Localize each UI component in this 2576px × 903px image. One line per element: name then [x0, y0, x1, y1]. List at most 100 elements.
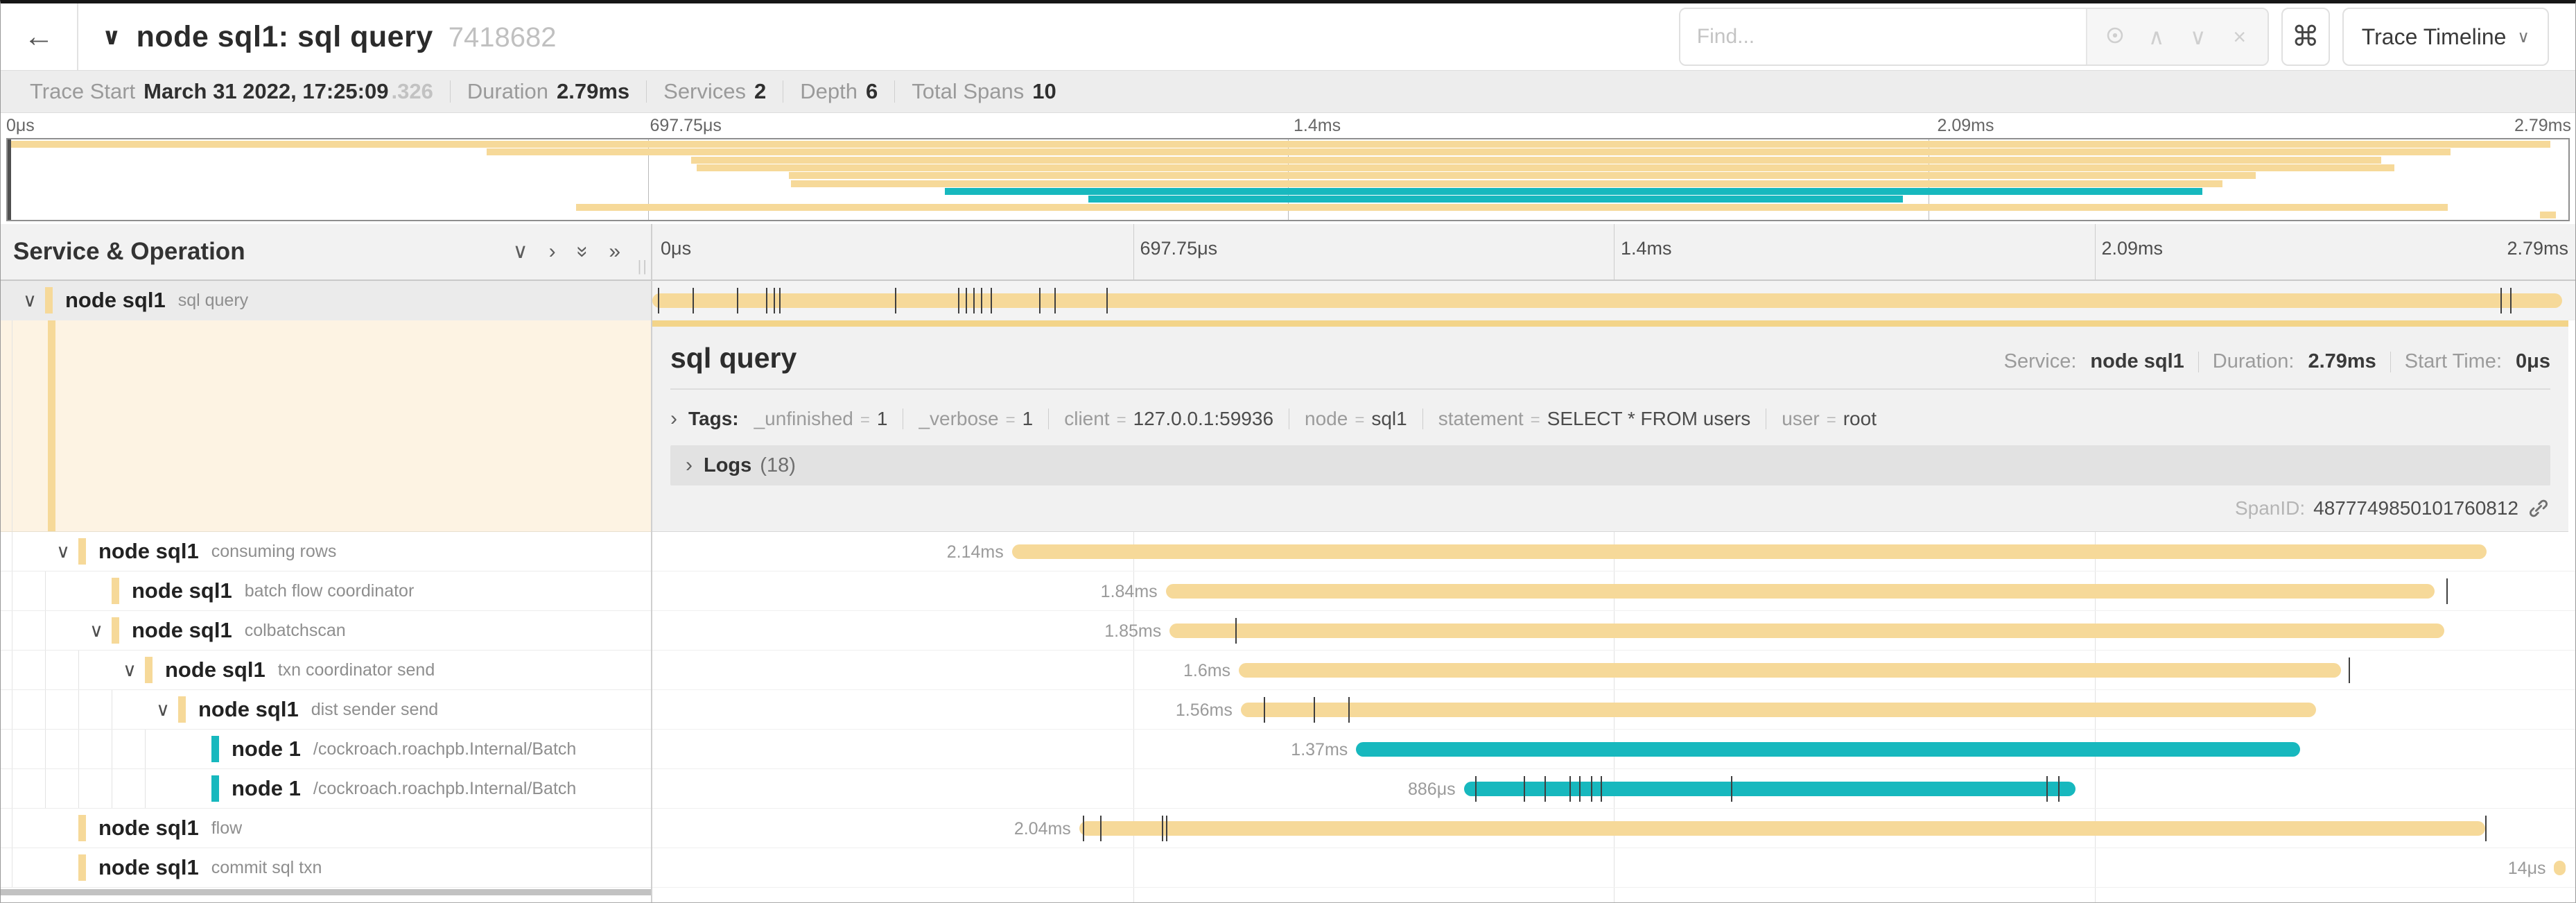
trace-title-wrap[interactable]: ∨ node sql1: sql query 7418682	[78, 20, 1679, 54]
find-input[interactable]	[1680, 9, 2086, 64]
tags-expand-icon[interactable]: ›	[670, 407, 677, 430]
spanid-row: SpanID: 4877749850101760812	[670, 497, 2550, 520]
tag-value: 1	[876, 408, 888, 429]
timeline-span-row[interactable]: 1.56ms	[652, 690, 2575, 730]
log-marker-tick	[1600, 776, 1602, 802]
log-marker-tick	[2057, 776, 2060, 802]
ruler-label: 1.4ms	[1621, 238, 1672, 259]
tree-row[interactable]: ∨ node sql1 sql query	[1, 281, 651, 320]
collapse-one-icon[interactable]: ∨	[512, 240, 528, 263]
timeline-span-row[interactable]: 886μs	[652, 769, 2575, 809]
tag-equals: =	[1355, 411, 1365, 429]
timeline-span-row[interactable]: 2.04ms	[652, 809, 2575, 848]
tag-item: _verbose = 1	[903, 408, 1048, 430]
collapse-all-icon[interactable]: »	[571, 246, 594, 258]
timeline-span-row[interactable]: 1.37ms	[652, 730, 2575, 769]
back-arrow-icon: ←	[24, 19, 54, 53]
find-clear-icon[interactable]: ×	[2233, 24, 2247, 49]
span-bar[interactable]	[1079, 821, 2485, 836]
indent-guide	[78, 730, 79, 768]
span-bar[interactable]	[1356, 742, 2301, 757]
log-marker-tick	[1314, 697, 1316, 723]
indent-guide	[145, 730, 146, 768]
log-marker-tick	[1038, 288, 1041, 313]
divider	[449, 80, 451, 103]
span-bar[interactable]	[1165, 584, 2435, 599]
log-marker-tick	[779, 288, 781, 313]
copy-link-icon[interactable]	[2527, 497, 2550, 520]
tags-row[interactable]: › Tags: _unfinished = 1 _verbose = 1 client = 12…	[670, 402, 2550, 436]
logs-label: Logs	[704, 454, 752, 476]
back-button[interactable]: ←	[1, 3, 78, 70]
log-marker-tick	[1348, 697, 1350, 723]
operation-name: flow	[211, 818, 243, 838]
span-bar[interactable]	[1169, 624, 2445, 638]
trace-minimap: 0μs 697.75μs 1.4ms 2.09ms 2.79ms	[1, 113, 2575, 224]
tree-row[interactable]: ∨ node sql1 dist sender send	[1, 690, 651, 730]
span-bar[interactable]	[1011, 544, 2487, 559]
divider	[670, 388, 2550, 390]
log-marker-tick	[894, 288, 896, 313]
horizontal-scrollbar[interactable]	[1, 889, 651, 895]
expander-chevron-icon[interactable]: ∨	[23, 289, 37, 311]
span-bar[interactable]	[1463, 782, 2075, 796]
view-selector-button[interactable]: Trace Timeline ∨	[2342, 8, 2549, 66]
span-color-bar	[45, 287, 53, 313]
expander-chevron-icon[interactable]: ∨	[89, 619, 103, 641]
divider	[1422, 409, 1423, 429]
timeline-span-row[interactable]: 1.6ms	[652, 651, 2575, 690]
span-bar[interactable]	[652, 293, 2562, 308]
tree-row[interactable]: node sql1 batch flow coordinator	[1, 571, 651, 611]
find-scope-icon[interactable]	[2097, 25, 2133, 49]
tree-row[interactable]: node 1/cockroach.roachpb.Internal/Batch	[1, 769, 651, 809]
tree-row[interactable]: ∨ node sql1 consuming rows	[1, 532, 651, 571]
trace-info-bar: Trace Start March 31 2022, 17:25:09.326 …	[1, 70, 2575, 113]
trace-start: Trace Start March 31 2022, 17:25:09.326	[30, 79, 433, 103]
keyboard-shortcuts-button[interactable]: ⌘	[2281, 8, 2330, 66]
minimap-span-bar	[791, 180, 2223, 187]
indent-guide	[45, 571, 46, 610]
indent-guide	[45, 651, 46, 689]
timeline-span-row[interactable]: 1.84ms	[652, 571, 2575, 611]
find-prev-icon[interactable]: ∧	[2148, 24, 2165, 49]
find-next-icon[interactable]: ∨	[2190, 24, 2207, 49]
minimap-span-row	[8, 141, 2568, 148]
expand-all-icon[interactable]: »	[609, 240, 620, 263]
tree-row[interactable]: node 1/cockroach.roachpb.Internal/Batch	[1, 730, 651, 769]
logs-row[interactable]: › Logs (18)	[670, 445, 2550, 485]
expander-chevron-icon[interactable]: ∨	[156, 698, 170, 720]
tree-row[interactable]: ∨ node sql1 colbatchscan	[1, 611, 651, 651]
tags-label: Tags:	[688, 408, 739, 429]
timeline-span-row[interactable]: 2.14ms	[652, 532, 2575, 571]
span-color-bar	[211, 775, 219, 802]
column-resize-handle[interactable]: ||	[637, 257, 648, 275]
tree-row[interactable]: node sql1 commit sql txn	[1, 848, 651, 888]
timeline-span-row[interactable]	[652, 281, 2575, 320]
tree-row[interactable]: node sql1 flow	[1, 809, 651, 848]
minimap-viewport[interactable]	[6, 138, 2570, 221]
span-bar[interactable]	[2554, 861, 2566, 875]
tree-row[interactable]: ∨ node sql1 txn coordinator send	[1, 651, 651, 690]
logs-expand-icon[interactable]: ›	[686, 454, 693, 476]
viewport-drag-handle[interactable]	[8, 139, 11, 220]
span-bar[interactable]	[1239, 663, 2341, 678]
timeline-span-row[interactable]: 14μs	[652, 848, 2575, 888]
collapse-header-icon[interactable]: ∨	[102, 24, 121, 50]
service-operation-header: Service & Operation ∨ › » » ||	[1, 224, 651, 281]
expander-chevron-icon[interactable]: ∨	[123, 659, 137, 680]
span-bar[interactable]	[1240, 703, 2316, 717]
expander-chevron-icon[interactable]: ∨	[56, 540, 70, 562]
log-marker-tick	[991, 288, 993, 313]
minimap-span-row	[8, 196, 2568, 203]
tag-equals: =	[1826, 411, 1836, 429]
expand-one-icon[interactable]: ›	[548, 240, 556, 263]
tag-key: statement	[1438, 408, 1524, 429]
ruler-tick	[2094, 224, 2096, 280]
minimap-span-bar	[8, 141, 2551, 148]
span-color-bar	[178, 696, 186, 723]
minimap-ruler-label: 0μs	[6, 116, 35, 135]
span-duration-label: 1.6ms	[1183, 661, 1231, 680]
timeline-span-row[interactable]: 1.85ms	[652, 611, 2575, 651]
operation-name: colbatchscan	[244, 620, 346, 640]
